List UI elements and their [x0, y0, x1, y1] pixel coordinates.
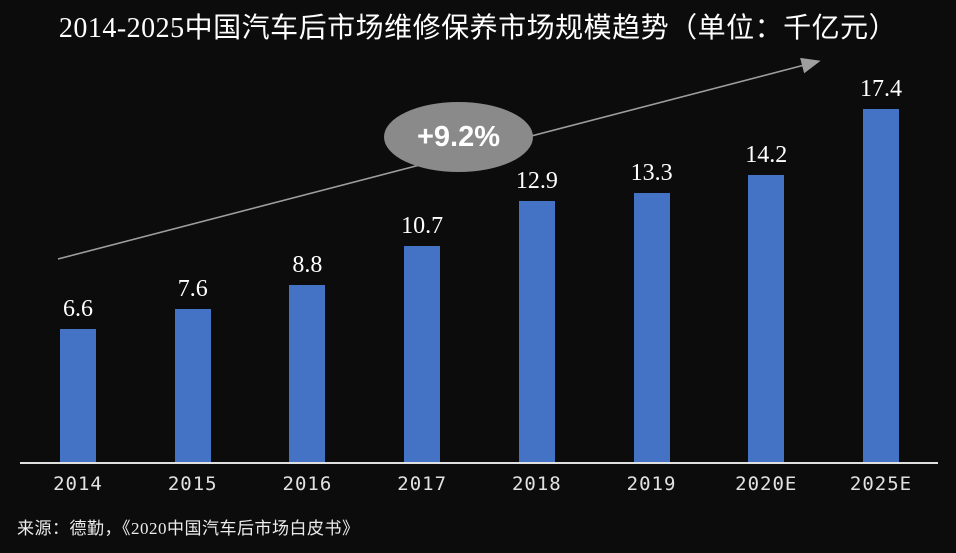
value-label-2017: 10.7	[401, 213, 444, 239]
category-label-2014: 2014	[53, 473, 103, 495]
source-note: 来源：德勤，《2020中国汽车后市场白皮书》	[17, 519, 360, 538]
bar-2020E	[748, 175, 785, 464]
value-label-2014: 6.6	[63, 296, 93, 322]
category-label-2025E: 2025E	[849, 473, 913, 495]
bar-2014	[60, 329, 96, 464]
x-axis-line	[20, 462, 938, 464]
category-label-2015: 2015	[167, 473, 218, 495]
growth-badge-label: +9.2%	[416, 120, 501, 153]
category-label-2019: 2019	[626, 473, 677, 495]
bar-2017	[404, 246, 441, 464]
category-label-2018: 2018	[511, 473, 562, 495]
bar-2015	[174, 309, 211, 464]
chart-title: 2014-2025中国汽车后市场维修保养市场规模趋势（单位：千亿元）	[58, 13, 898, 44]
value-label-2019: 13.3	[630, 160, 673, 186]
category-label-2020E: 2020E	[735, 473, 798, 495]
category-label-2017: 2017	[397, 473, 448, 495]
value-label-2016: 8.8	[292, 252, 323, 278]
bar-2025E	[862, 109, 899, 464]
value-label-2015: 7.6	[177, 276, 208, 302]
bar-2019	[633, 193, 670, 464]
value-label-2020E: 14.2	[745, 142, 788, 168]
bar-2018	[518, 201, 555, 464]
value-label-2025E: 17.4	[859, 76, 902, 102]
category-label-2016: 2016	[282, 473, 333, 495]
value-label-2018: 12.9	[515, 168, 558, 194]
growth-badge: +9.2%	[384, 102, 533, 172]
bar-2016	[289, 285, 326, 464]
